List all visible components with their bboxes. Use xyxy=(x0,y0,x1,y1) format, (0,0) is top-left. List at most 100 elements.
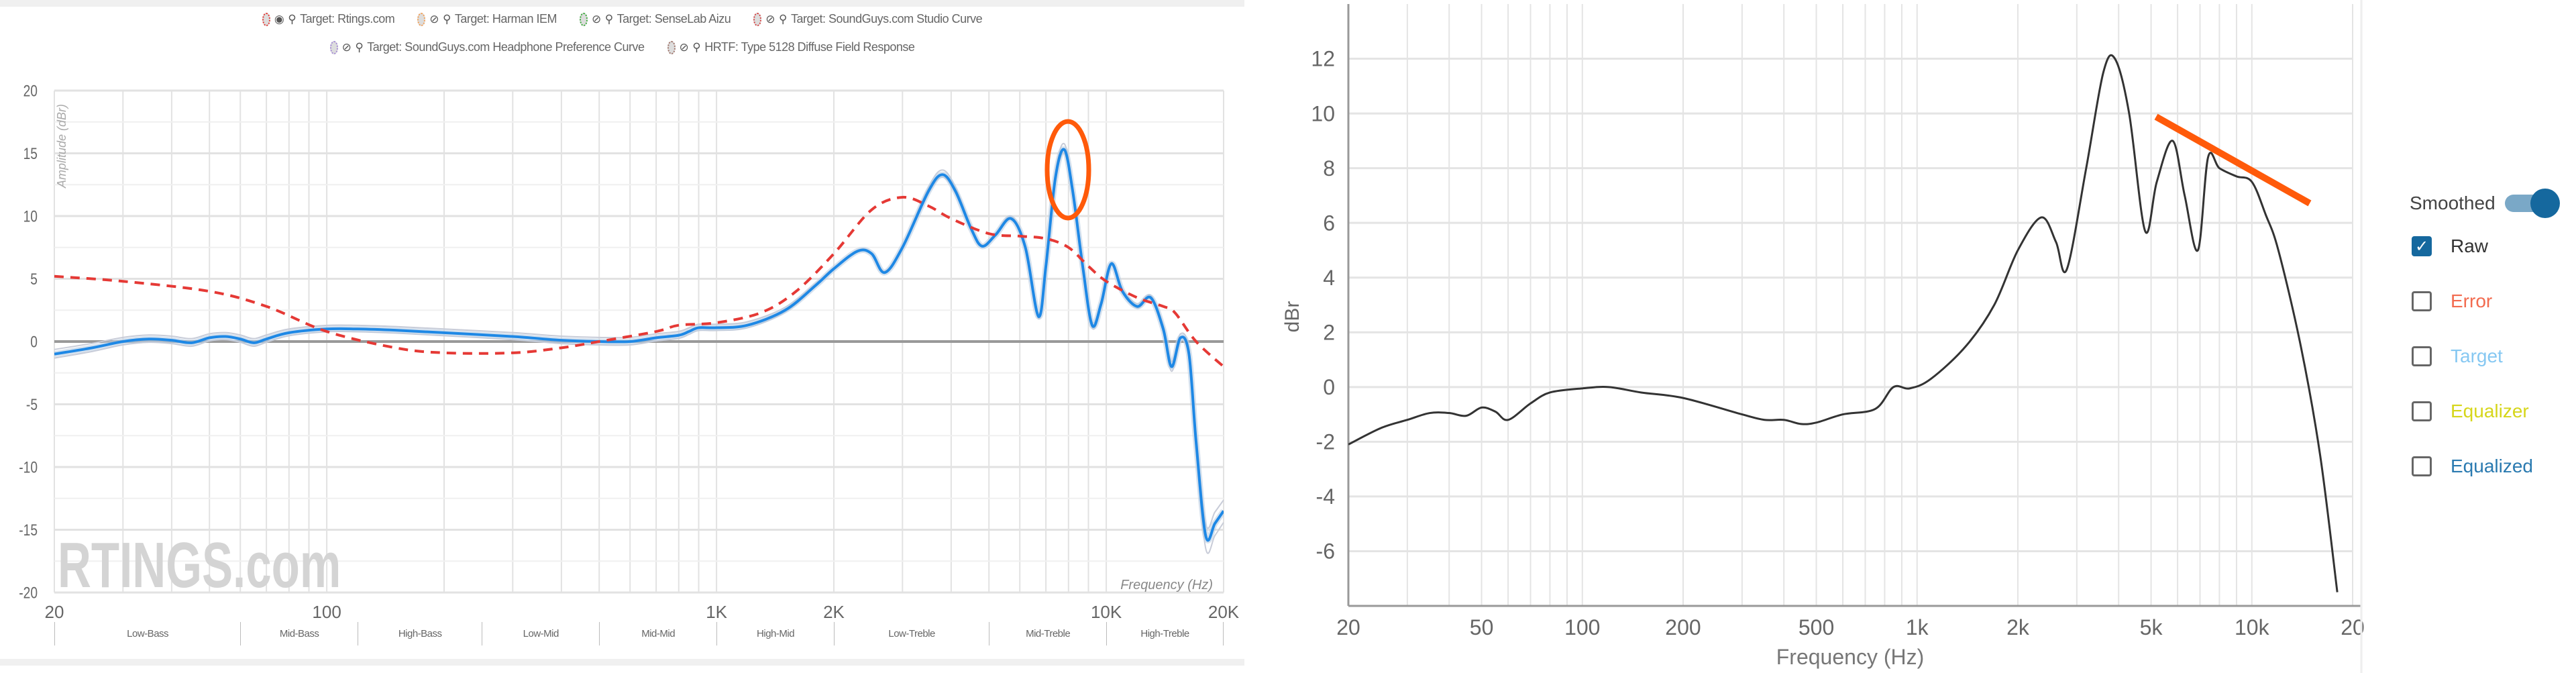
legend-label: Target: Harman IEM xyxy=(454,12,557,25)
legend-item[interactable]: ⊘ ⚲ Target: SenseLab Aizu xyxy=(579,12,731,26)
y-axis-label: Amplitude (dBr) xyxy=(55,104,68,189)
y-tick-label: -2 xyxy=(1316,430,1335,454)
y-tick-label: 10 xyxy=(23,207,38,225)
pin-icon[interactable]: ⚲ xyxy=(692,41,701,54)
x-tick-label: 500 xyxy=(1799,615,1834,639)
option-raw[interactable]: ✓ Raw xyxy=(2412,219,2560,274)
band-label: High-Mid xyxy=(716,622,834,645)
checkbox[interactable]: ✓ xyxy=(2412,236,2432,256)
y-tick-label: 2 xyxy=(1323,320,1335,344)
checkbox[interactable] xyxy=(2412,401,2432,421)
eye-slash-icon[interactable]: ⊘ xyxy=(341,41,352,54)
x-tick-label: 2k xyxy=(2006,615,2030,639)
y-tick-label: -15 xyxy=(19,521,38,539)
y-tick-label: -6 xyxy=(1316,539,1335,564)
x-tick-label: 20 xyxy=(45,602,64,622)
eye-slash-icon[interactable]: ⊘ xyxy=(765,13,775,25)
x-tick-label: 1k xyxy=(1906,615,1929,639)
option-target[interactable]: Target xyxy=(2412,329,2560,384)
eye-slash-icon[interactable]: ⊘ xyxy=(591,13,601,25)
y-tick-label: 8 xyxy=(1323,156,1335,180)
sample-curve xyxy=(54,142,1224,554)
band-label: Mid-Bass xyxy=(240,622,358,645)
eye-icon[interactable]: ◉ xyxy=(274,13,284,25)
series-color-icon xyxy=(329,40,338,54)
option-error[interactable]: Error xyxy=(2412,274,2560,329)
pin-icon[interactable]: ⚲ xyxy=(355,41,364,54)
legend-item[interactable]: ⊘ ⚲ Target: SoundGuys.com Studio Curve xyxy=(753,12,983,26)
legend-label: Target: SoundGuys.com Studio Curve xyxy=(791,12,983,25)
y-tick-label: 20 xyxy=(23,81,38,100)
band-label: High-Bass xyxy=(358,622,482,645)
y-tick-label: 15 xyxy=(23,144,38,163)
y-axis-label: dBr xyxy=(1281,301,1303,333)
y-tick-label: 6 xyxy=(1323,211,1335,235)
y-tick-label: 0 xyxy=(1323,375,1335,399)
band-label: Low-Mid xyxy=(482,622,599,645)
top-divider-bar xyxy=(0,0,1244,7)
band-label: Low-Treble xyxy=(834,622,989,645)
smoothed-label: Smoothed xyxy=(2410,193,2496,213)
x-tick-label: 10k xyxy=(2235,615,2270,639)
option-equalized[interactable]: Equalized xyxy=(2412,439,2560,494)
y-tick-label: -10 xyxy=(19,458,38,476)
checkbox[interactable] xyxy=(2412,291,2432,311)
checkbox[interactable] xyxy=(2412,456,2432,476)
highlight-ellipse-annotation xyxy=(1044,119,1091,221)
option-label: Error xyxy=(2451,291,2493,311)
band-label: Mid-Treble xyxy=(989,622,1106,645)
x-tick-label: 1K xyxy=(706,602,727,622)
target-curve xyxy=(54,195,1224,368)
x-tick-label: 2K xyxy=(823,602,845,622)
pin-icon[interactable]: ⚲ xyxy=(779,13,787,25)
checkbox[interactable] xyxy=(2412,346,2432,366)
x-tick-label: 100 xyxy=(312,602,341,622)
rtings-watermark-logo: RTINGS.com xyxy=(58,529,341,601)
series-color-icon xyxy=(417,12,426,26)
band-label: High-Treble xyxy=(1106,622,1224,645)
y-tick-label: 0 xyxy=(30,332,38,351)
option-equalizer[interactable]: Equalizer xyxy=(2412,384,2560,439)
x-tick-label: 50 xyxy=(1470,615,1494,639)
y-tick-label: -20 xyxy=(19,583,38,602)
y-tick-label: 10 xyxy=(1311,101,1335,125)
smoothed-control: Smoothed xyxy=(2410,188,2560,219)
legend-item[interactable]: ⊘ ⚲ Target: SoundGuys.com Headphone Pref… xyxy=(329,40,645,54)
pin-icon[interactable]: ⚲ xyxy=(442,13,451,25)
measurement-curve xyxy=(1348,54,2339,592)
eye-slash-icon[interactable]: ⊘ xyxy=(679,41,689,54)
legend-row: ◉ ⚲ Target: Rtings.com ⊘ ⚲ Target: Harma… xyxy=(0,12,1244,26)
y-tick-label: -5 xyxy=(26,395,38,414)
legend-label: Target: SoundGuys.com Headphone Preferen… xyxy=(367,40,645,54)
legend-label: HRTF: Type 5128 Diffuse Field Response xyxy=(704,40,915,54)
x-tick-label: 5k xyxy=(2140,615,2163,639)
pin-icon[interactable]: ⚲ xyxy=(288,13,297,25)
option-label: Raw xyxy=(2451,236,2489,256)
y-tick-label: 4 xyxy=(1323,266,1335,290)
legend-item[interactable]: ◉ ⚲ Target: Rtings.com xyxy=(262,12,395,26)
x-tick-label: 100 xyxy=(1564,615,1600,639)
curve-halo xyxy=(54,146,1224,543)
series-color-icon xyxy=(262,12,270,26)
series-color-icon xyxy=(753,12,762,26)
band-label: Mid-Mid xyxy=(599,622,716,645)
y-tick-label: -4 xyxy=(1316,484,1335,509)
left-chart: 20 15 10 5 0 -5 -10 -15 -20 20 100 1K 2K 10K 20K Amplit… xyxy=(19,81,1240,622)
y-tick-label: 5 xyxy=(30,270,38,289)
x-axis-label: Frequency (Hz) xyxy=(1120,578,1213,592)
legend-item[interactable]: ⊘ ⚲ HRTF: Type 5128 Diffuse Field Respon… xyxy=(667,40,915,54)
pin-icon[interactable]: ⚲ xyxy=(604,13,613,25)
eye-slash-icon[interactable]: ⊘ xyxy=(429,13,439,25)
legend-row: ⊘ ⚲ Target: SoundGuys.com Headphone Pref… xyxy=(0,40,1244,54)
trend-line-annotation xyxy=(2154,113,2312,207)
x-tick-label: 20K xyxy=(1208,602,1240,622)
measurement-curve xyxy=(54,148,1224,542)
bottom-divider-bar xyxy=(0,659,1244,666)
series-color-icon xyxy=(579,12,588,26)
smoothed-toggle[interactable] xyxy=(2504,188,2560,219)
legend-label: Target: SenseLab Aizu xyxy=(616,12,731,25)
legend-item[interactable]: ⊘ ⚲ Target: Harman IEM xyxy=(417,12,557,26)
legend-label: Target: Rtings.com xyxy=(300,12,395,25)
